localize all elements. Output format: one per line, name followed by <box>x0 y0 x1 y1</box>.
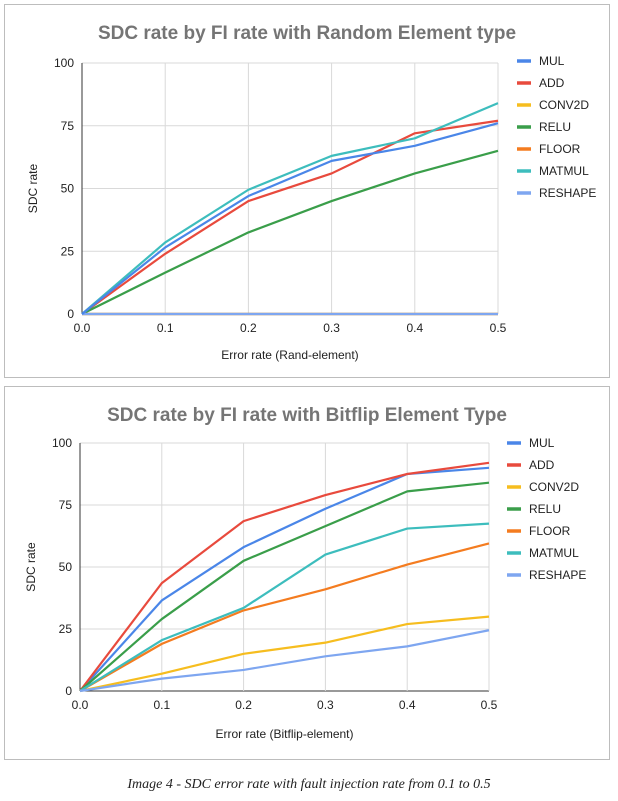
x-tick-label: 0.5 <box>481 698 498 712</box>
legend-label-matmul: MATMUL <box>529 546 579 560</box>
y-axis-label: SDC rate <box>26 164 40 214</box>
legend-label-floor: FLOOR <box>539 142 581 156</box>
legend-label-add: ADD <box>529 458 555 472</box>
y-tick-label: 25 <box>61 244 75 258</box>
y-tick-label: 50 <box>61 182 75 196</box>
series-line-add <box>79 461 490 692</box>
legend-label-reshape: RESHAPE <box>539 186 596 200</box>
legend-label-mul: MUL <box>529 436 555 450</box>
series-line-matmul <box>81 102 499 315</box>
x-tick-label: 0.0 <box>74 321 91 335</box>
series-line-mul <box>79 466 490 692</box>
series-line-relu <box>79 481 490 692</box>
series-line-conv2d <box>79 615 490 693</box>
x-tick-label: 0.5 <box>490 321 507 335</box>
y-tick-label: 0 <box>65 684 72 698</box>
x-axis-label: Error rate (Bitflip-element) <box>215 727 353 741</box>
legend-label-conv2d: CONV2D <box>529 480 579 494</box>
chart-title: SDC rate by FI rate with Random Element … <box>98 23 516 44</box>
series-line-mul <box>81 122 499 315</box>
chart-panel-bitflip: SDC rate by FI rate with Bitflip Element… <box>4 386 610 760</box>
x-tick-label: 0.3 <box>317 698 334 712</box>
y-tick-label: 100 <box>52 436 72 450</box>
chart-bitflip-element: SDC rate by FI rate with Bitflip Element… <box>24 405 586 741</box>
y-tick-label: 0 <box>67 307 74 321</box>
y-tick-label: 50 <box>59 560 73 574</box>
y-tick-label: 25 <box>59 622 73 636</box>
series-line-matmul <box>79 522 490 692</box>
y-tick-label: 100 <box>54 56 74 70</box>
x-tick-label: 0.4 <box>406 321 423 335</box>
x-tick-label: 0.4 <box>399 698 416 712</box>
legend-label-reshape: RESHAPE <box>529 568 586 582</box>
legend-label-conv2d: CONV2D <box>539 98 589 112</box>
x-tick-label: 0.1 <box>157 321 174 335</box>
x-tick-label: 0.3 <box>323 321 340 335</box>
figure-caption: Image 4 - SDC error rate with fault inje… <box>127 777 491 792</box>
chart-random-element: SDC rate by FI rate with Random Element … <box>26 23 596 362</box>
legend-label-add: ADD <box>539 76 565 90</box>
series-line-floor <box>79 542 490 692</box>
legend-label-relu: RELU <box>529 502 561 516</box>
legend-label-relu: RELU <box>539 120 571 134</box>
chart-panel-random: SDC rate by FI rate with Random Element … <box>4 4 610 378</box>
series-line-relu <box>81 149 499 315</box>
legend-label-mul: MUL <box>539 54 565 68</box>
y-tick-label: 75 <box>59 498 73 512</box>
chart-title: SDC rate by FI rate with Bitflip Element… <box>107 405 507 426</box>
x-tick-label: 0.2 <box>235 698 252 712</box>
series-line-reshape <box>79 629 490 693</box>
x-axis-label: Error rate (Rand-element) <box>221 348 358 362</box>
x-tick-label: 0.1 <box>153 698 170 712</box>
y-tick-label: 75 <box>61 119 75 133</box>
legend-label-matmul: MATMUL <box>539 164 589 178</box>
legend-label-floor: FLOOR <box>529 524 571 538</box>
x-tick-label: 0.0 <box>72 698 89 712</box>
y-axis-label: SDC rate <box>24 542 38 592</box>
series-line-add <box>81 119 499 315</box>
x-tick-label: 0.2 <box>240 321 257 335</box>
